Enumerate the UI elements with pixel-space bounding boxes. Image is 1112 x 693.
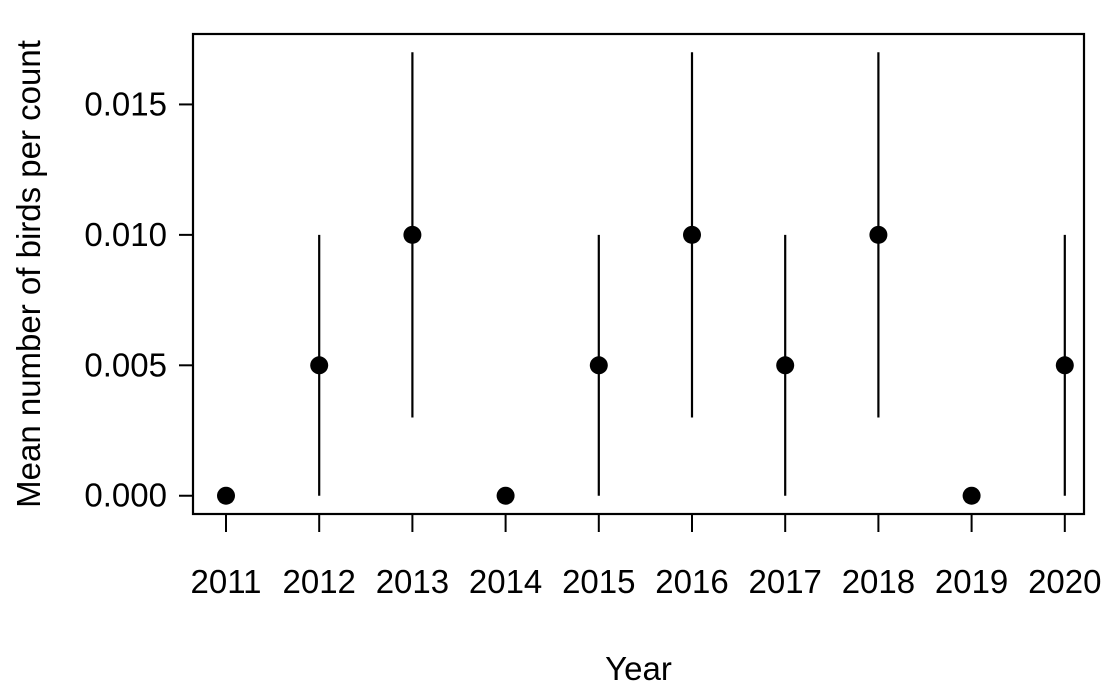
y-tick-label: 0.010 bbox=[84, 216, 167, 253]
y-tick-label: 0.015 bbox=[84, 85, 167, 122]
y-tick-label: 0.000 bbox=[84, 477, 167, 514]
data-point bbox=[1055, 356, 1074, 375]
data-point bbox=[217, 486, 235, 505]
x-tick-label: 2017 bbox=[748, 563, 821, 600]
data-point bbox=[496, 486, 515, 505]
x-tick-label: 2011 bbox=[191, 563, 262, 600]
x-axis: 2011 2012 2013 2014 2015 2016 2017 2018 2019 2020 bbox=[191, 513, 1102, 600]
x-tick-label: 2020 bbox=[1028, 563, 1101, 600]
data-point bbox=[962, 486, 981, 505]
data-point bbox=[683, 225, 701, 244]
x-tick-label: 2015 bbox=[562, 563, 635, 600]
plot-frame bbox=[191, 32, 1086, 516]
y-tick-label: 0.005 bbox=[84, 346, 167, 383]
data-point bbox=[403, 225, 422, 244]
y-axis-title: Mean number of birds per count bbox=[10, 40, 47, 508]
x-tick-label: 2012 bbox=[282, 563, 355, 600]
data-points bbox=[217, 225, 1074, 505]
x-tick-label: 2014 bbox=[469, 563, 542, 600]
x-tick-label: 2019 bbox=[935, 563, 1008, 600]
y-axis: 0.000 0.005 0.010 0.015 bbox=[84, 85, 194, 514]
x-tick-label: 2018 bbox=[842, 563, 915, 600]
x-tick-label: 2013 bbox=[376, 563, 449, 600]
data-point bbox=[869, 225, 888, 244]
data-point bbox=[310, 356, 329, 375]
data-point bbox=[776, 356, 795, 375]
x-axis-title: Year bbox=[605, 650, 672, 687]
error-bars bbox=[318, 52, 1066, 496]
data-point bbox=[589, 356, 608, 375]
x-tick-label: 2016 bbox=[655, 563, 728, 600]
